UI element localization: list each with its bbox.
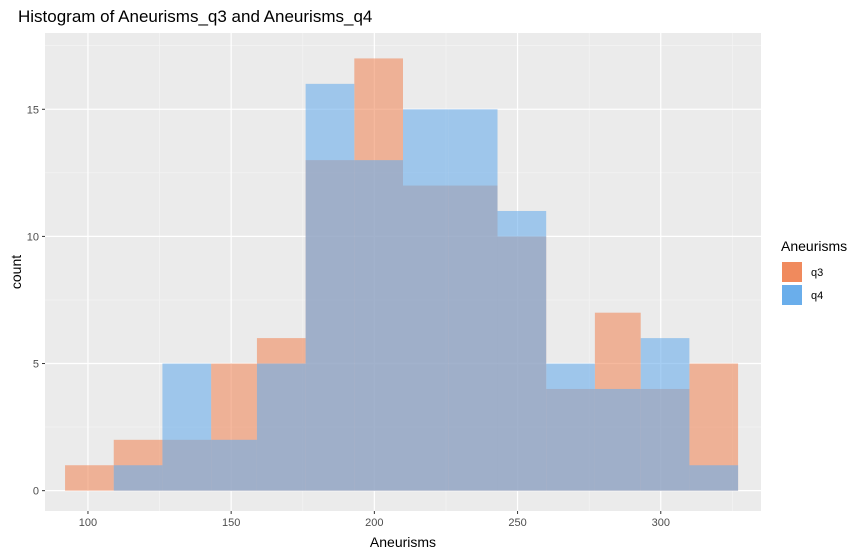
- bar-q4-8: [448, 109, 498, 491]
- y-axis-ticks: 0 5 10 15: [27, 104, 45, 498]
- legend-label-q3: q3: [811, 267, 823, 279]
- x-tick-label: 300: [652, 517, 670, 529]
- legend-label-q4: q4: [811, 290, 823, 302]
- bar-q4-4: [256, 363, 306, 491]
- bar-q4-12: [640, 338, 690, 491]
- histogram-bars: [65, 58, 739, 491]
- chart-title: Histogram of Aneurisms_q3 and Aneurisms_…: [18, 7, 372, 26]
- y-tick-label: 10: [27, 231, 39, 243]
- y-tick-label: 5: [33, 359, 39, 371]
- bar-q4-9: [497, 210, 547, 491]
- x-tick-label: 250: [508, 517, 526, 529]
- bar-q4-13: [689, 465, 739, 491]
- x-tick-label: 100: [79, 517, 97, 529]
- x-axis-label: Aneurisms: [370, 534, 436, 550]
- y-axis-label: count: [8, 255, 24, 289]
- x-tick-label: 150: [222, 517, 240, 529]
- bar-q4-1: [113, 465, 163, 491]
- bar-q4-7: [403, 109, 449, 491]
- bar-q4-5: [305, 83, 355, 491]
- legend-key-q4: [782, 285, 802, 305]
- y-tick-label: 15: [27, 104, 39, 116]
- legend-key-q3: [782, 262, 802, 282]
- legend-title: Aneurisms: [781, 238, 847, 254]
- x-axis-ticks: 100 150 200 250 300: [79, 511, 670, 529]
- bar-q3-0: [65, 465, 114, 491]
- x-tick-label: 200: [365, 517, 383, 529]
- y-tick-label: 0: [33, 486, 39, 498]
- legend: Aneurisms q3 q4: [781, 238, 847, 305]
- bar-q4-2: [162, 363, 212, 491]
- bar-q4-11: [594, 388, 641, 491]
- bar-q4-6: [354, 160, 403, 491]
- bar-q4-10: [546, 363, 595, 491]
- bar-q4-3: [211, 439, 257, 491]
